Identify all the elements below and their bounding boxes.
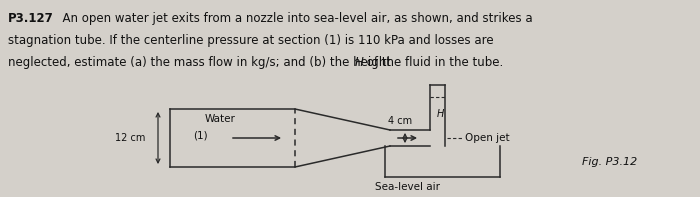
- Text: neglected, estimate (a) the mass flow in kg/s; and (b) the height: neglected, estimate (a) the mass flow in…: [8, 56, 395, 69]
- Text: Sea-level air: Sea-level air: [375, 182, 440, 192]
- Text: stagnation tube. If the centerline pressure at section (1) is 110 kPa and losses: stagnation tube. If the centerline press…: [8, 34, 493, 47]
- Text: of the fluid in the tube.: of the fluid in the tube.: [363, 56, 503, 69]
- Text: 12 cm: 12 cm: [115, 133, 145, 143]
- Text: An open water jet exits from a nozzle into sea-level air, as shown, and strikes : An open water jet exits from a nozzle in…: [55, 12, 533, 25]
- Text: (1): (1): [193, 130, 207, 140]
- Text: Water: Water: [204, 114, 235, 124]
- Text: P3.127: P3.127: [8, 12, 54, 25]
- Text: H: H: [437, 109, 444, 119]
- Text: Open jet: Open jet: [465, 133, 510, 143]
- Text: 4 cm: 4 cm: [388, 116, 412, 126]
- Text: Fig. P3.12: Fig. P3.12: [582, 157, 638, 167]
- Text: H: H: [355, 56, 364, 69]
